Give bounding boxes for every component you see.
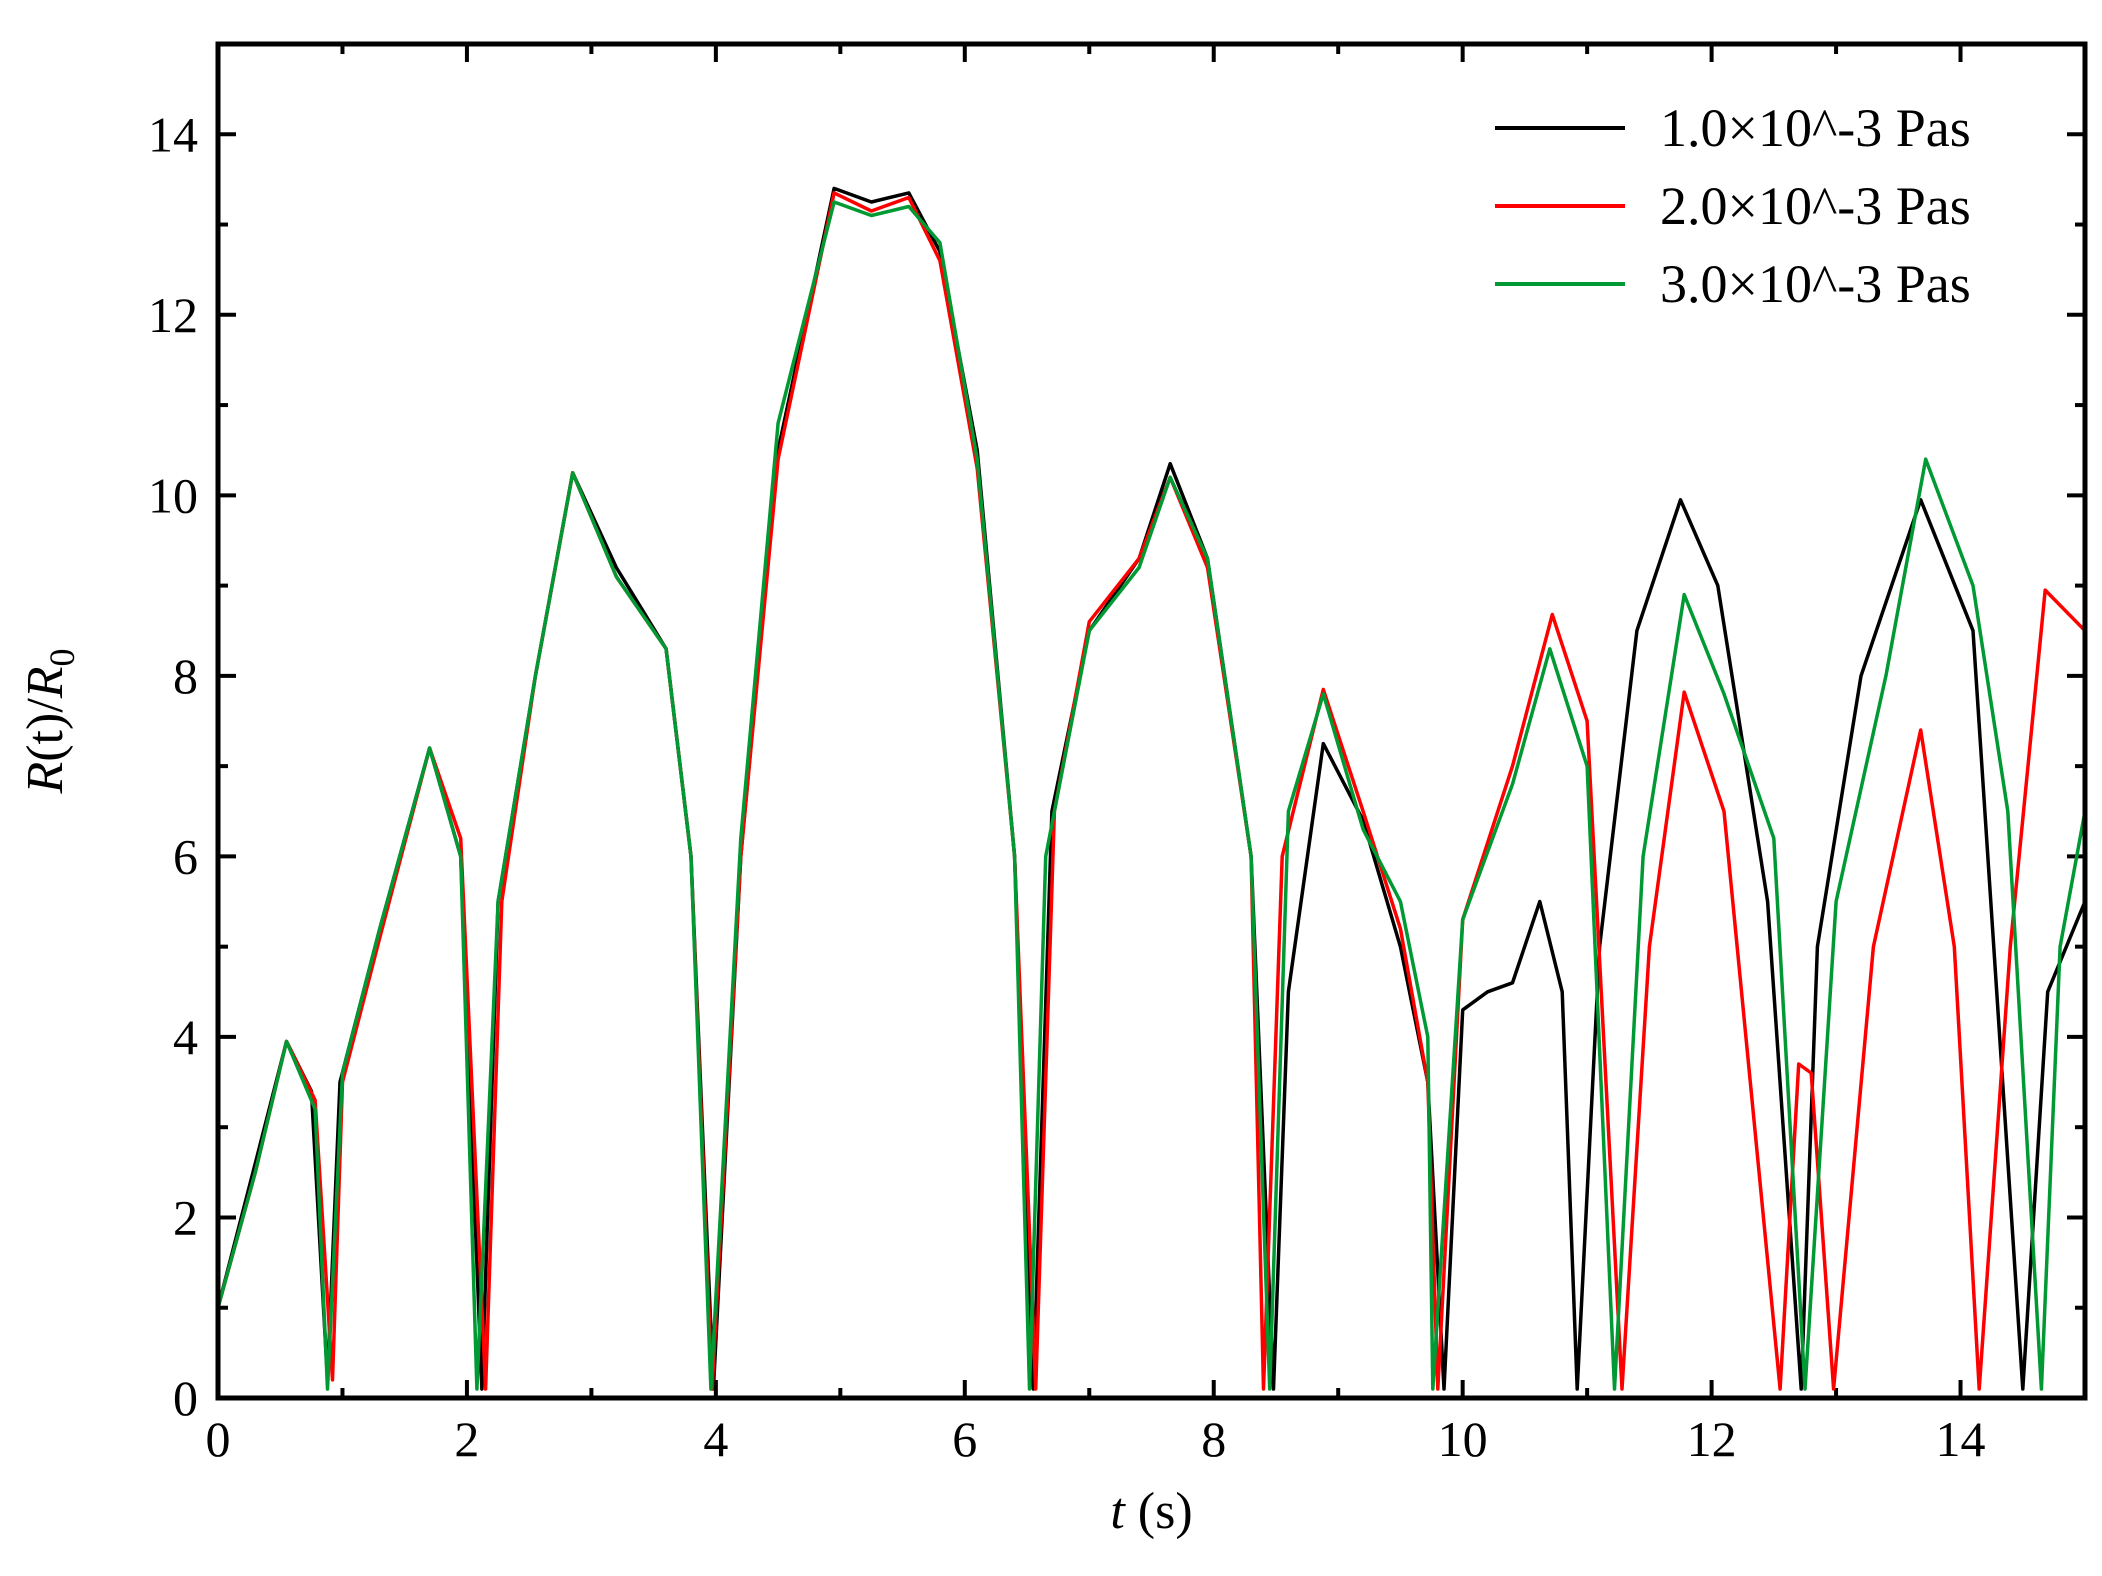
x-tick-label: 8	[1201, 1411, 1226, 1467]
x-axis-unit: (s)	[1125, 1483, 1193, 1540]
y-axis-subscript: 0	[42, 648, 82, 666]
legend-label-1: 1.0×10^-3 Pas	[1660, 98, 1971, 158]
y-axis-mid: (t)/	[17, 698, 74, 762]
series-line-1	[216, 186, 2087, 1391]
legend-label-3: 3.0×10^-3 Pas	[1660, 254, 1971, 314]
x-axis-var: t	[1110, 1483, 1126, 1540]
y-axis-var: R	[17, 666, 74, 699]
y-axis-prefix: R	[17, 762, 74, 795]
y-tick-label: 0	[173, 1370, 198, 1426]
y-axis-title: R(t)/R0	[17, 648, 82, 794]
x-tick-label: 10	[1438, 1411, 1488, 1467]
x-tick-label: 0	[206, 1411, 231, 1467]
series-line-3	[216, 200, 2087, 1391]
series-layer	[216, 186, 2087, 1391]
x-tick-label: 14	[1936, 1411, 1986, 1467]
x-tick-label: 12	[1687, 1411, 1737, 1467]
plot-frame	[215, 41, 2088, 1401]
y-tick-label: 14	[148, 106, 198, 162]
x-tick-label: 2	[454, 1411, 479, 1467]
x-tick-label: 6	[952, 1411, 977, 1467]
legend-label-2: 2.0×10^-3 Pas	[1660, 176, 1971, 236]
y-tick-label: 12	[148, 287, 198, 343]
y-tick-label: 10	[148, 467, 198, 523]
y-tick-label: 8	[173, 648, 198, 704]
legend: 1.0×10^-3 Pas 2.0×10^-3 Pas 3.0×10^-3 Pas	[1495, 98, 1971, 314]
x-tick-label: 4	[703, 1411, 728, 1467]
y-tick-label: 6	[173, 828, 198, 884]
x-axis-title: t (s)	[1110, 1483, 1192, 1540]
y-tick-label: 4	[173, 1009, 198, 1065]
x-ticks-group: 0 2 4 6 8 10 12 14	[206, 44, 2087, 1467]
y-tick-label: 2	[173, 1189, 198, 1245]
